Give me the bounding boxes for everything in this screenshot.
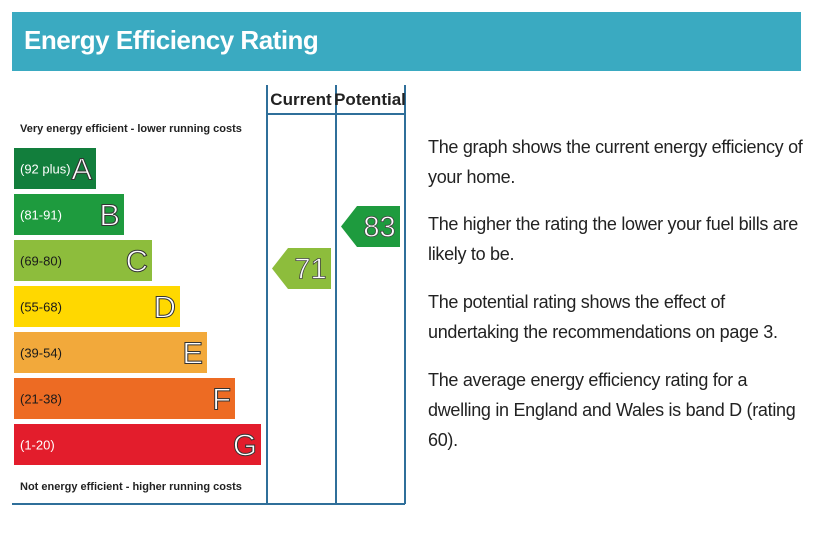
band-bar [14, 286, 180, 327]
header-bar: Energy Efficiency Rating [12, 12, 801, 71]
band-letter: A [71, 152, 92, 187]
band-bar [14, 332, 207, 373]
band-bar [14, 194, 124, 235]
explanation-paragraph: The higher the rating the lower your fue… [428, 214, 798, 264]
band-bar [14, 424, 261, 465]
band-b: (81-91) B [14, 194, 124, 235]
scale-bottom-note: Not energy efficient - higher running co… [20, 481, 242, 493]
marker-value: 83 [363, 212, 395, 244]
band-bar [14, 240, 152, 281]
marker-potential: 83 [341, 206, 400, 247]
band-range-label: (1-20) [20, 438, 55, 453]
band-range-label: (69-80) [20, 254, 62, 269]
band-letter: C [126, 244, 148, 279]
marker-arrow [341, 206, 400, 247]
band-e: (39-54) E [14, 332, 207, 373]
band-c: (69-80) C [14, 240, 152, 281]
band-g: (1-20) G [14, 424, 261, 465]
page-title: Energy Efficiency Rating [24, 25, 319, 55]
band-d: (55-68) D [14, 286, 180, 327]
chart-frame-lines [12, 85, 406, 505]
band-range-label: (55-68) [20, 300, 62, 315]
rating-bands: (92 plus) A (81-91) B (69-80) C (55-68) D (39-54… [14, 148, 261, 465]
band-f: (21-38) F [14, 378, 235, 419]
marker-value: 71 [294, 254, 326, 286]
band-letter: D [154, 290, 176, 325]
band-bar [14, 378, 235, 419]
band-range-label: (39-54) [20, 346, 62, 361]
explanation-text: The graph shows the current energy effic… [428, 132, 808, 473]
band-bar [14, 148, 96, 189]
band-range-label: (92 plus) [20, 162, 71, 177]
scale-top-note: Very energy efficient - lower running co… [20, 123, 242, 135]
marker-current: 71 [272, 248, 331, 289]
band-letter: G [233, 428, 257, 463]
marker-arrow [272, 248, 331, 289]
column-header-current: Current [270, 90, 332, 109]
band-a: (92 plus) A [14, 148, 96, 189]
explanation-paragraph: The average energy efficiency rating for… [428, 370, 796, 450]
explanation-paragraph: The potential rating shows the effect of… [428, 292, 778, 342]
band-range-label: (81-91) [20, 208, 62, 223]
rating-markers: 71 83 [272, 206, 400, 289]
explanation-paragraph: The graph shows the current energy effic… [428, 137, 803, 187]
band-letter: E [182, 336, 203, 371]
band-letter: F [212, 382, 231, 417]
band-letter: B [99, 198, 120, 233]
band-range-label: (21-38) [20, 392, 62, 407]
column-header-potential: Potential [334, 90, 406, 109]
